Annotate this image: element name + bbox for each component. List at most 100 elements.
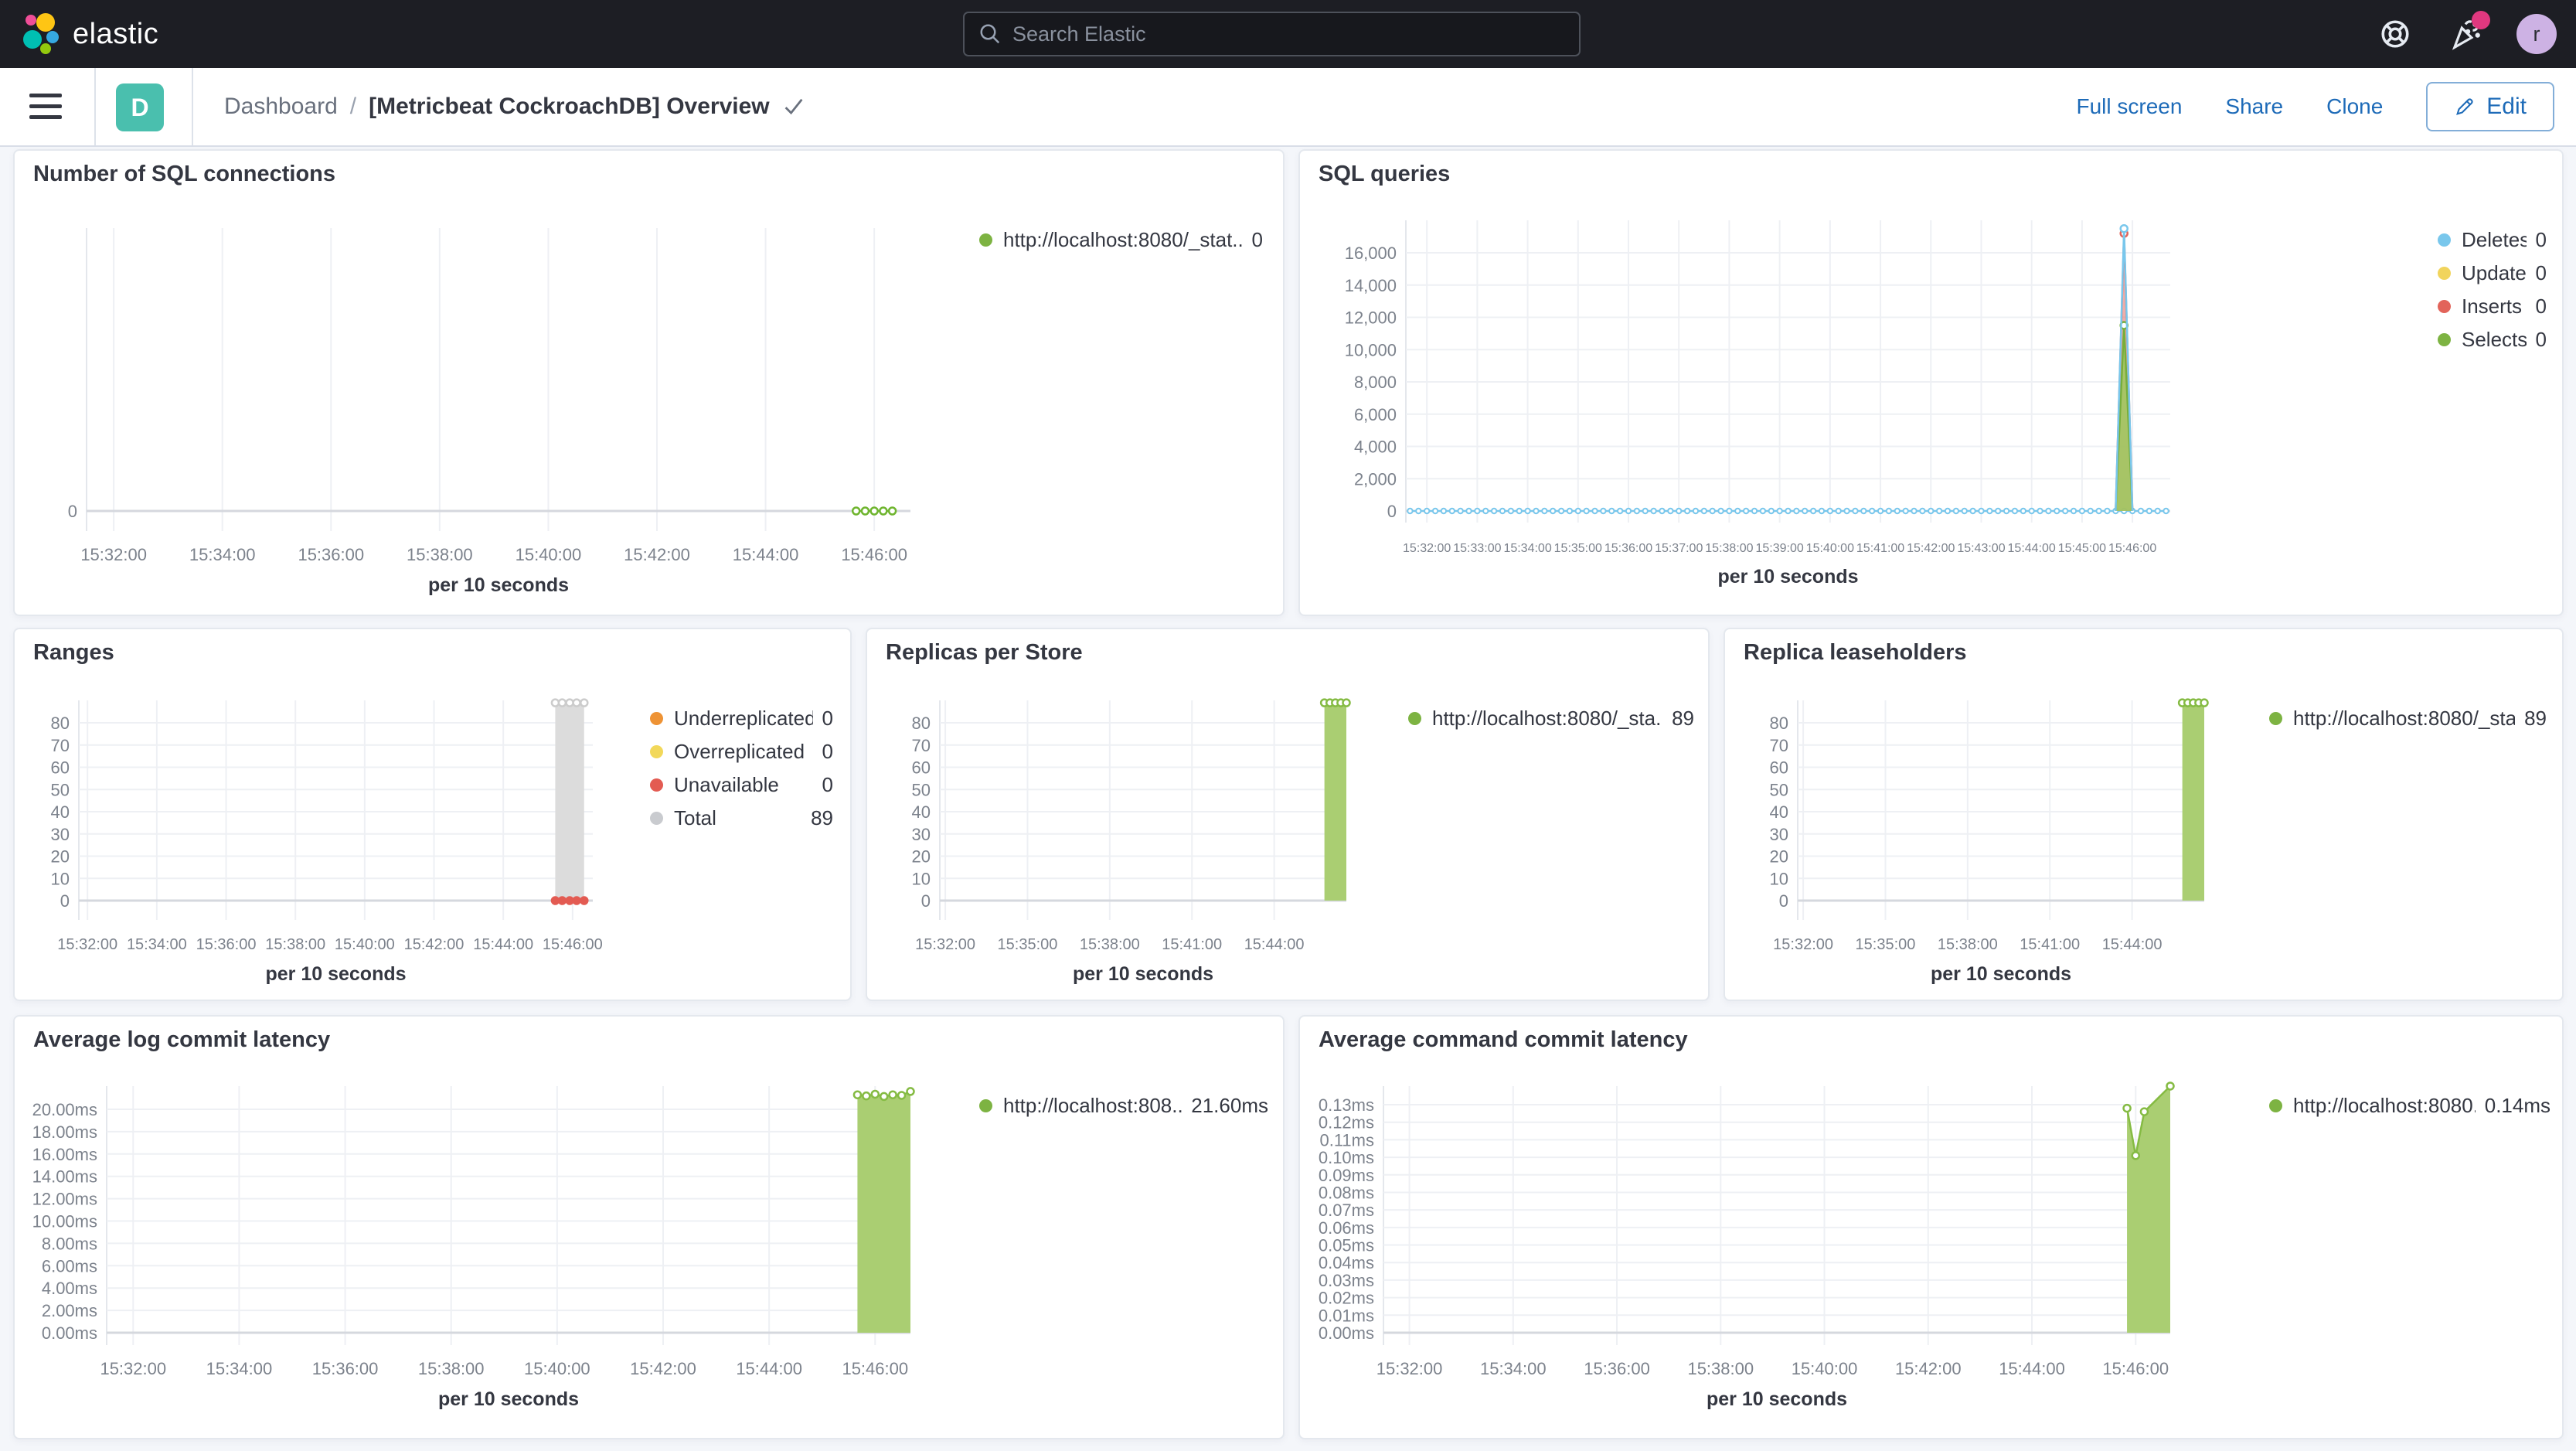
divider: [192, 68, 193, 145]
legend-item-deletes[interactable]: Deletes 0: [2438, 223, 2547, 257]
gridlines: [106, 1086, 910, 1345]
legend-value: 0: [2535, 261, 2547, 284]
legend-item-http-localhost-8080-sta-[interactable]: http://localhost:8080/_sta... 89: [2269, 702, 2547, 735]
legend-item-total[interactable]: Total 89: [650, 802, 833, 835]
y-tick-label: 60: [51, 758, 70, 778]
y-tick-label: 0.02ms: [1319, 1289, 1374, 1308]
legend-item-updates[interactable]: Updates 0: [2438, 257, 2547, 290]
legend: Underreplicated 0 Overreplicated 0 Unavailab…: [650, 702, 833, 835]
dashboard-content: Number of SQL connections 0 15:32:00 15:34:…: [0, 147, 2576, 1451]
notification-badge: [2472, 11, 2490, 29]
x-axis-title: per 10 seconds: [1717, 566, 1858, 588]
menu-button[interactable]: [29, 94, 62, 121]
help-icon: [2381, 20, 2409, 48]
user-menu[interactable]: r: [2516, 0, 2557, 68]
x-tick-label: 15:41:00: [1162, 936, 1222, 953]
toolbar-actions: Full screen Share Clone Edit: [2076, 68, 2554, 145]
legend-item-underreplicated[interactable]: Underreplicated 0: [650, 702, 833, 735]
axis-labels: 0 10 20 30 40 50 60 70 80 15:32:00 15:35:00 15:38:0…: [1770, 714, 2163, 985]
dashboard-app-badge[interactable]: D: [116, 83, 164, 131]
clone-button[interactable]: Clone: [2326, 94, 2384, 118]
legend-item-inserts[interactable]: Inserts 0: [2438, 290, 2547, 323]
x-tick-label: 15:36:00: [196, 936, 257, 953]
legend-item-unavailable[interactable]: Unavailable 0: [650, 768, 833, 802]
y-tick-label: 50: [1770, 780, 1788, 799]
y-tick-label: 60: [1770, 758, 1788, 778]
series-replicas: [1319, 698, 1351, 901]
y-tick-label: 80: [912, 714, 931, 733]
y-tick-label: 8,000: [1354, 373, 1397, 392]
legend-item-overreplicated[interactable]: Overreplicated 0: [650, 735, 833, 768]
series-total: [550, 698, 589, 901]
panel-title: Replicas per Store: [886, 640, 1083, 665]
title-check-icon[interactable]: [782, 95, 805, 118]
axis-labels: 0 10 20 30 40 50 60 70 80 15:32:00 15:35:00 15:38:0…: [912, 714, 1305, 985]
x-tick-label: 15:40:00: [524, 1359, 590, 1378]
breadcrumb-dashboard-link[interactable]: Dashboard: [224, 94, 338, 119]
x-tick-label: 15:36:00: [1604, 542, 1652, 555]
y-tick-label: 2,000: [1354, 469, 1397, 489]
divider: [94, 68, 96, 145]
pencil-icon: [2456, 98, 2473, 115]
global-search[interactable]: [963, 12, 1581, 56]
legend-label: Updates: [2462, 261, 2527, 284]
full-screen-button[interactable]: Full screen: [2076, 94, 2183, 118]
series-command-commit-latency: [2122, 1081, 2175, 1333]
elastic-logo[interactable]: elastic: [22, 12, 158, 56]
help-button[interactable]: [2379, 0, 2411, 68]
y-tick-label: 10: [912, 869, 931, 888]
avatar: r: [2516, 14, 2557, 54]
series-deletes: [2115, 223, 2134, 512]
x-tick-label: 15:38:00: [265, 936, 325, 953]
chart-replicas-per-store[interactable]: 0 10 20 30 40 50 60 70 80 15:32:00 15:35:00 15:38:0…: [867, 629, 1711, 1003]
legend-label: Deletes: [2462, 228, 2527, 251]
y-tick-label: 40: [1770, 802, 1788, 822]
y-tick-label: 2.00ms: [42, 1301, 97, 1320]
x-tick-label: 15:42:00: [624, 545, 690, 564]
gridlines: [86, 228, 910, 531]
x-tick-label: 15:44:00: [473, 936, 533, 953]
x-tick-label: 15:44:00: [2102, 936, 2163, 953]
chart-sql-connections[interactable]: 0 15:32:00 15:34:00 15:36:00 15:38:00 15:40:0…: [15, 151, 1286, 618]
y-tick-label: 50: [912, 780, 931, 799]
x-tick-label: 15:32:00: [1773, 936, 1833, 953]
legend-item-http-localhost-8080-stat-[interactable]: http://localhost:8080/_stat... 0: [979, 223, 1263, 257]
y-tick-label: 0.01ms: [1319, 1306, 1374, 1325]
legend-value: 0: [2535, 228, 2547, 251]
legend: Deletes 0 Updates 0 Inserts 0 Selects 0: [2438, 223, 2547, 356]
y-tick-label: 4.00ms: [42, 1279, 97, 1298]
legend-item-http-localhost-8080-sta-[interactable]: http://localhost:8080/_sta... 89: [1408, 702, 1694, 735]
x-tick-label: 15:44:00: [1999, 1359, 2065, 1378]
chart-ranges[interactable]: 0 10 20 30 40 50 60 70 80 15:32:00 15:34:00 15:36:0…: [15, 629, 853, 1003]
y-tick-label: 20: [912, 847, 931, 867]
x-tick-label: 15:32:00: [1403, 542, 1451, 555]
panel-avg-log-commit-latency: Average log commit latency 0.00ms 2.00ms 4.…: [13, 1015, 1285, 1439]
share-button[interactable]: Share: [2225, 94, 2284, 118]
legend-item-selects[interactable]: Selects 0: [2438, 323, 2547, 356]
chart-avg-command-commit-latency[interactable]: 0.00ms0.01ms0.02ms0.03ms0.04ms0.05ms0.06…: [1300, 1017, 2565, 1441]
legend-swatch-icon: [650, 812, 663, 825]
x-tick-label: 15:34:00: [127, 936, 187, 953]
breadcrumb: Dashboard / [Metricbeat CockroachDB] Ove…: [224, 68, 805, 145]
legend-swatch-icon: [1408, 712, 1421, 725]
legend-value: 0: [822, 740, 833, 763]
panel-title: SQL queries: [1319, 162, 1451, 186]
y-tick-label: 0: [60, 891, 70, 911]
legend-label: Underreplicated: [674, 707, 813, 730]
legend-swatch-icon: [979, 1099, 992, 1112]
newsfeed-button[interactable]: [2448, 0, 2490, 68]
search-input[interactable]: [1012, 22, 1565, 46]
y-tick-label: 70: [912, 736, 931, 755]
chart-avg-log-commit-latency[interactable]: 0.00ms 2.00ms 4.00ms 6.00ms 8.00ms 10.00ms 12.…: [15, 1017, 1286, 1441]
legend-item-http-localhost-808-[interactable]: http://localhost:808... 21.60ms: [979, 1089, 1268, 1122]
legend-value: 89: [1672, 707, 1694, 730]
breadcrumb-separator: /: [349, 94, 357, 119]
x-tick-label: 15:38:00: [407, 545, 473, 564]
legend-item-http-localhost-8080-[interactable]: http://localhost:8080... 0.14ms: [2269, 1089, 2550, 1122]
x-tick-label: 15:32:00: [57, 936, 117, 953]
edit-button[interactable]: Edit: [2426, 82, 2554, 131]
chart-replica-leaseholders[interactable]: 0 10 20 30 40 50 60 70 80 15:32:00 15:35:00 15:38:0…: [1725, 629, 2565, 1003]
series-zero-baseline: [1407, 507, 2169, 515]
legend-swatch-icon: [2269, 712, 2282, 725]
chart-sql-queries[interactable]: 0 2,000 4,000 6,000 8,000 10,000 12,000 14,000 1…: [1300, 151, 2565, 618]
